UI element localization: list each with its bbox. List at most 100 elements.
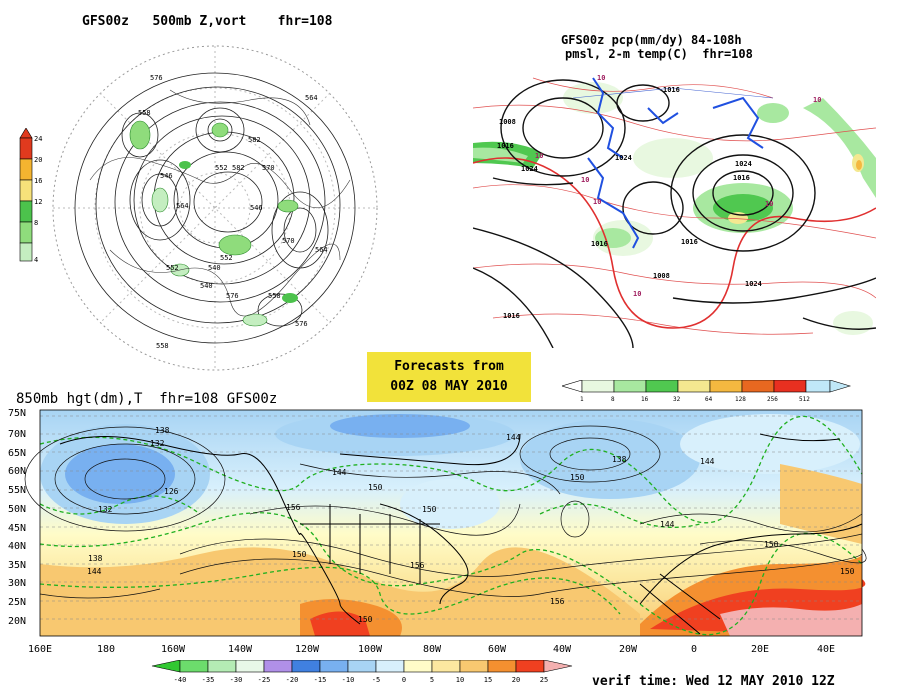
legend-value: 4 [34,256,38,264]
legend-value: 8 [611,396,615,403]
temp-label: 10 [535,152,543,160]
legend-value: 256 [767,396,778,403]
temp-label: 10 [765,200,773,208]
contour-label: 546 [250,204,263,212]
contour-label: 576 [150,74,163,82]
height-label: 144 [87,567,102,576]
contour-label: 552 [215,164,228,172]
contour-label: 552 [220,254,233,262]
lon-label: 20W [619,644,638,655]
height-label: 150 [358,615,373,624]
height-label: 150 [422,505,437,514]
lat-label: 60N [8,466,26,477]
temp-label: 10 [597,74,605,82]
lat-label: 25N [8,597,26,608]
forecast-line1: Forecasts from [394,359,504,374]
height-label: 138 [612,455,627,464]
legend-value: 20 [34,156,42,164]
panel-850mb-map: 138 132 126 132 144 150 156 144 150 150 … [8,408,867,655]
height-label: 132 [98,505,113,514]
height-label: 144 [700,457,715,466]
legend-value: -25 [258,676,271,684]
pressure-label: 1024 [615,154,632,162]
pressure-label: 1016 [503,312,520,320]
legend-value: 64 [705,396,713,403]
panel-500mb-map: 576 564 552 540 558 546 570 564 552 540 … [52,45,378,371]
pressure-label: 1008 [653,272,670,280]
verification-time: verif time: Wed 12 MAY 2010 12Z [592,674,835,689]
pressure-label: 1016 [497,142,514,150]
legend-value: 15 [484,676,492,684]
panel-pcp-title-line1: GFS00z pcp(mm/dy) 84-108h [561,33,742,47]
legend-value: 16 [641,396,649,403]
lon-label: 180 [97,644,115,655]
lon-label: 80W [423,644,442,655]
pressure-label: 1016 [681,238,698,246]
lat-label: 45N [8,523,26,534]
legend-value: -15 [314,676,327,684]
legend-value: 16 [34,177,42,185]
legend-value: -40 [174,676,187,684]
height-label: 150 [292,550,307,559]
legend-value: 0 [402,676,406,684]
lon-label: 20E [751,644,769,655]
contour-label: 576 [226,292,239,300]
lat-label: 40N [8,541,26,552]
lat-label: 65N [8,448,26,459]
pressure-label: 1016 [733,174,750,182]
height-label: 126 [164,487,179,496]
height-label: 150 [570,473,585,482]
lon-label: 0 [691,644,697,655]
lon-label: 100W [358,644,383,655]
lon-label: 120W [295,644,320,655]
lon-label: 60W [488,644,507,655]
contour-label: 558 [268,292,281,300]
pressure-label: 1024 [521,165,538,173]
height-label: 144 [660,520,675,529]
contour-label: 558 [156,342,169,350]
precip-legend: 1 8 16 32 64 128 256 512 [562,380,852,403]
lat-label: 30N [8,578,26,589]
legend-value: 32 [673,396,681,403]
legend-value: 25 [540,676,548,684]
panel-500mb-title: GFS00z 500mb Z,vort fhr=108 [82,14,333,29]
legend-value: 8 [34,219,38,227]
height-label: 138 [155,426,170,435]
contour-label: 570 [262,164,275,172]
height-label: 156 [410,561,425,570]
legend-value: 512 [799,396,810,403]
legend-value: -20 [286,676,299,684]
height-label: 138 [88,554,103,563]
lat-label: 55N [8,485,26,496]
legend-value: -5 [372,676,380,684]
height-label: 144 [332,468,347,477]
lon-label: 40W [553,644,572,655]
legend-value: -35 [202,676,215,684]
temp-label: 10 [633,290,641,298]
legend-value: 24 [34,135,42,143]
lon-label: 160E [28,644,52,655]
contour-label: 564 [305,94,318,102]
height-label: 150 [764,540,779,549]
pressure-label: 1008 [499,118,516,126]
vorticity-shading [129,120,299,327]
legend-value: 5 [430,676,434,684]
pressure-label: 1016 [663,86,680,94]
pressure-label: 1016 [591,240,608,248]
legend-value: 128 [735,396,746,403]
panel-850mb-title: 850mb hgt(dm),T fhr=108 GFS00z [16,391,278,407]
temp-label: 10 [593,198,601,206]
contour-label: 564 [315,246,328,254]
temp-label: 10 [813,96,821,104]
lon-label: 40E [817,644,835,655]
contour-label: 546 [160,172,173,180]
contour-label: 540 [208,264,221,272]
height-label: 156 [286,503,301,512]
lat-label: 35N [8,560,26,571]
contour-label: 558 [138,109,151,117]
lat-label: 75N [8,408,26,419]
legend-value: 1 [580,396,584,403]
height-label: 132 [150,439,165,448]
height-label: 144 [506,433,521,442]
contour-label: 582 [248,136,261,144]
